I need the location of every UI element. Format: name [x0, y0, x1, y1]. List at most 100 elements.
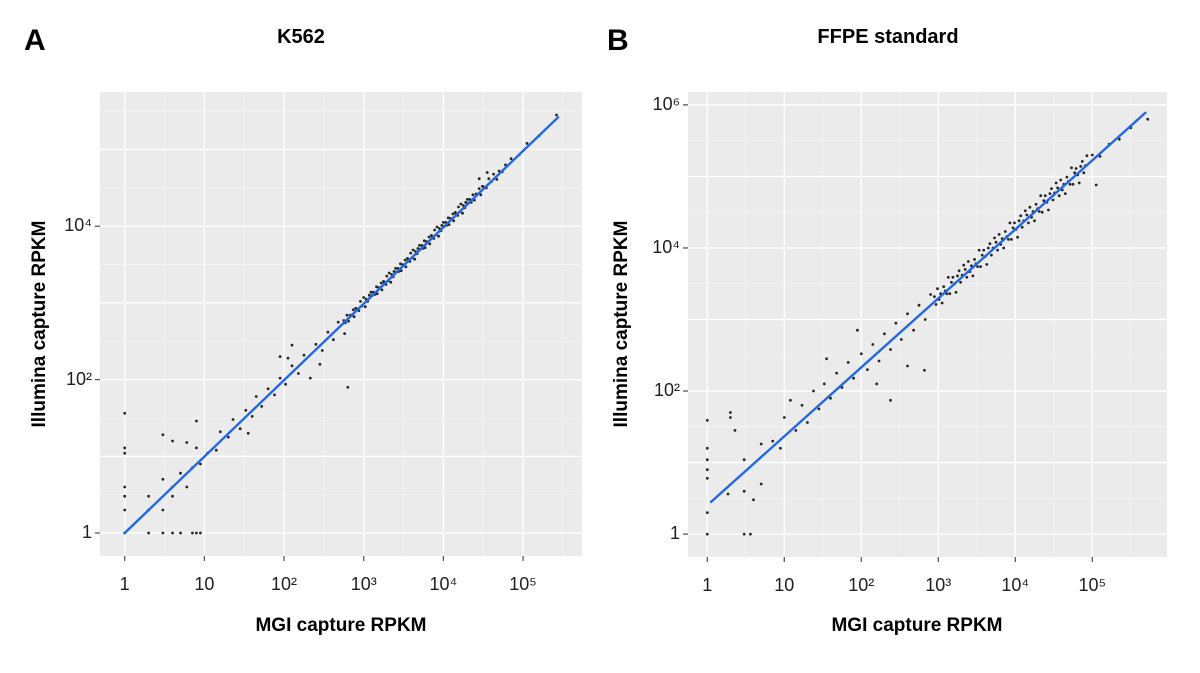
data-point: [705, 532, 709, 536]
data-point: [352, 315, 356, 319]
data-point: [971, 274, 975, 278]
data-point: [495, 178, 499, 181]
data-point: [962, 263, 966, 267]
data-point: [986, 246, 990, 250]
data-point: [779, 446, 782, 450]
data-point: [286, 356, 290, 360]
data-point: [1085, 154, 1089, 158]
data-point: [477, 187, 481, 190]
data-point: [411, 248, 415, 252]
data-point: [1094, 183, 1098, 187]
data-point: [290, 364, 294, 368]
x-tick-label: 1: [119, 574, 130, 594]
data-point: [988, 242, 992, 246]
y-tick-label: 10²: [653, 380, 680, 401]
data-point: [729, 411, 732, 414]
data-point: [726, 492, 730, 496]
data-point: [404, 265, 408, 269]
y-tick-label: 10⁴: [64, 215, 92, 236]
data-point: [948, 292, 952, 296]
data-point: [789, 398, 792, 402]
data-point: [326, 330, 330, 334]
data-point: [1117, 137, 1121, 141]
data-point: [392, 270, 396, 273]
y-tick-label: 1: [669, 523, 680, 544]
panel-b-scatter-plot: [683, 92, 1167, 562]
data-point: [771, 439, 775, 443]
data-point: [954, 290, 958, 294]
data-point: [492, 172, 495, 176]
data-point: [1048, 192, 1052, 195]
data-point: [380, 288, 384, 292]
data-point: [273, 393, 276, 397]
data-point: [825, 357, 828, 361]
data-point: [409, 251, 413, 255]
data-point: [852, 376, 855, 380]
data-point: [199, 462, 202, 466]
data-point: [959, 280, 962, 284]
data-point: [705, 446, 709, 450]
data-point: [993, 236, 996, 240]
data-point: [994, 240, 998, 244]
data-point: [951, 275, 955, 279]
data-point: [812, 389, 815, 393]
data-point: [1016, 235, 1019, 239]
data-point: [464, 201, 468, 204]
data-point: [950, 280, 953, 284]
data-point: [161, 477, 165, 481]
data-point: [487, 177, 491, 181]
data-point: [403, 258, 407, 262]
data-point: [996, 248, 999, 252]
data-point: [1057, 194, 1061, 198]
data-point: [929, 293, 932, 296]
data-point: [254, 395, 258, 398]
data-point: [123, 485, 127, 489]
data-point: [1071, 182, 1075, 186]
data-point: [161, 531, 165, 535]
data-point: [123, 508, 127, 512]
data-point: [147, 531, 150, 535]
data-point: [877, 359, 881, 363]
data-point: [369, 290, 373, 294]
panel-a-title: K562: [277, 26, 325, 48]
panel-b-y-axis-title: Illumina capture RPKM: [611, 220, 632, 428]
data-point: [806, 421, 809, 424]
data-point: [933, 295, 936, 298]
data-point: [343, 332, 346, 335]
data-point: [705, 476, 709, 480]
data-point: [416, 247, 420, 250]
data-point: [1023, 209, 1027, 213]
data-point: [345, 313, 349, 317]
data-point: [427, 235, 431, 239]
data-point: [966, 260, 970, 263]
data-point: [1063, 192, 1067, 195]
data-point: [1034, 202, 1038, 206]
data-point: [990, 253, 993, 257]
data-point: [195, 531, 198, 535]
data-point: [171, 494, 174, 498]
data-point: [278, 376, 282, 380]
data-point: [705, 468, 709, 472]
data-point: [982, 248, 986, 252]
data-point: [963, 268, 967, 271]
panel-a-letter: A: [24, 24, 46, 57]
data-point: [226, 435, 230, 439]
data-point: [379, 281, 383, 285]
data-point: [367, 293, 371, 297]
data-point: [883, 332, 886, 336]
data-point: [980, 253, 984, 257]
data-point: [705, 458, 709, 462]
data-point: [977, 248, 981, 252]
x-tick-label: 10²: [848, 575, 875, 595]
data-point: [214, 448, 218, 452]
data-point: [1146, 117, 1150, 121]
data-point: [191, 531, 194, 535]
data-point: [290, 343, 294, 347]
data-point: [889, 348, 892, 351]
data-point: [940, 301, 944, 305]
data-point: [195, 446, 198, 450]
data-point: [817, 407, 821, 411]
data-point: [942, 285, 946, 288]
y-tick-label: 1: [81, 521, 92, 542]
data-point: [471, 193, 475, 197]
